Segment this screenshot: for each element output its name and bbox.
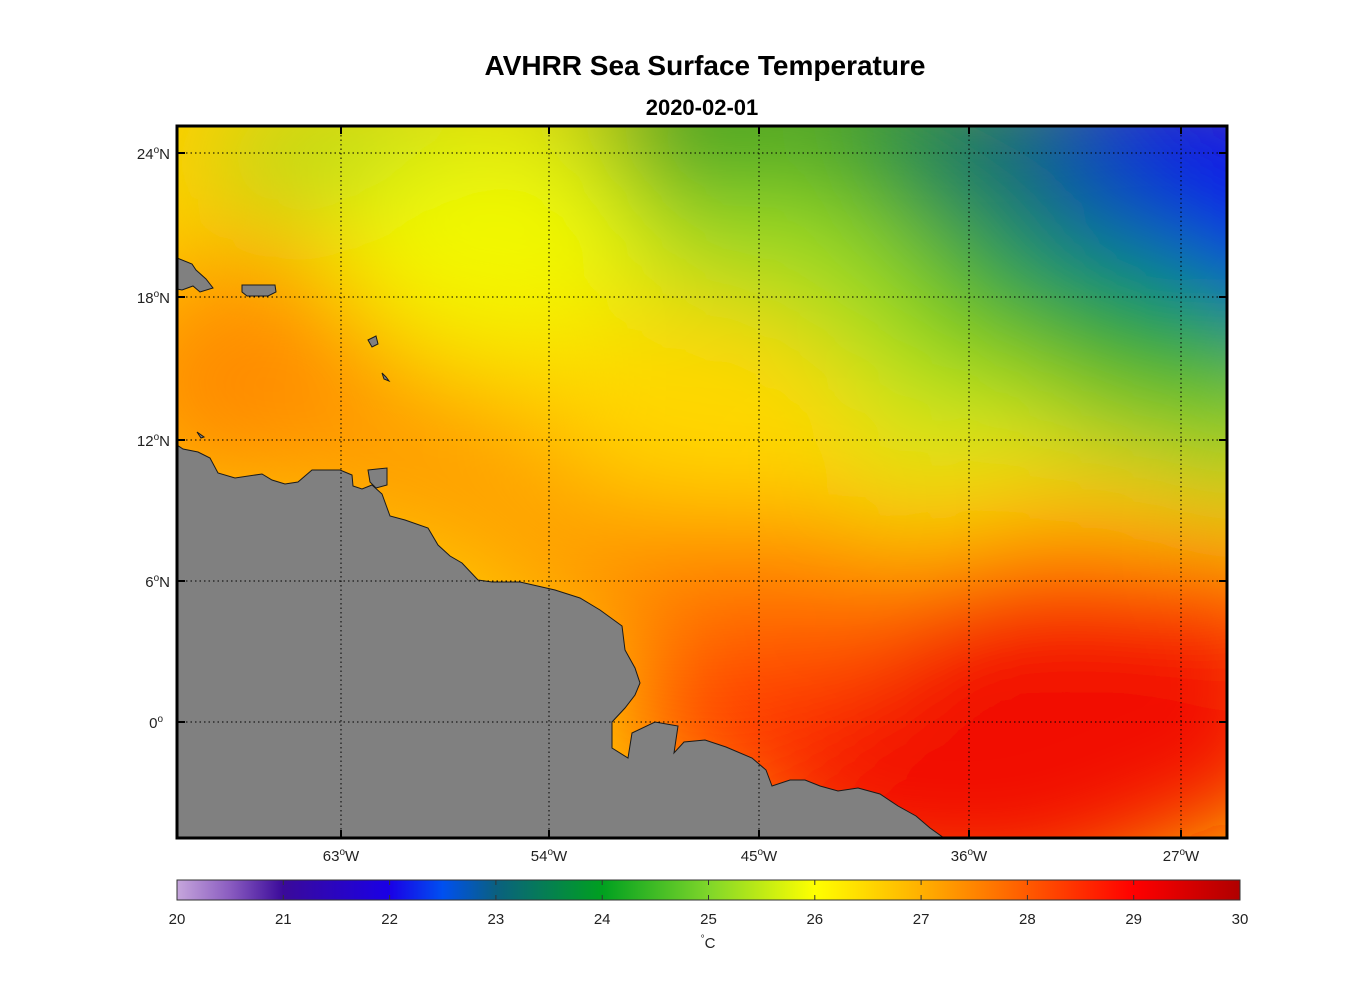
sst-field	[177, 126, 1227, 838]
caribbean-island-guadeloupe	[367, 335, 379, 348]
colorbar-tick-label: 24	[594, 911, 611, 928]
colorbar-ticks: 20 21 22 23 24 25 26 27 28 29 30	[169, 880, 1249, 928]
colorbar-tick-label: 28	[1019, 911, 1036, 928]
lon-label: 63oW	[323, 847, 360, 865]
lat-label: 6oN	[145, 573, 170, 591]
south-america-coast	[177, 444, 945, 838]
colorbar-tick-label: 27	[913, 911, 930, 928]
latitude-labels: 24oN 18oN 12oN 6oN 0o	[137, 145, 170, 732]
colorbar: 20 21 22 23 24 25 26 27 28 29 30 °C	[169, 879, 1249, 952]
lat-label: 18oN	[137, 289, 170, 307]
colorbar-tick-label: 20	[169, 911, 186, 928]
trinidad-island	[367, 467, 388, 489]
lon-label: 54oW	[531, 847, 568, 865]
colorbar-tick-label: 23	[488, 911, 505, 928]
lat-label: 24oN	[137, 145, 170, 163]
map-title: AVHRR Sea Surface Temperature	[485, 50, 926, 81]
lon-label: 36oW	[951, 847, 988, 865]
caribbean-island-martinique	[381, 372, 391, 383]
lon-label: 27oW	[1163, 847, 1200, 865]
lat-label: 12oN	[137, 432, 170, 450]
frame-ticks	[177, 126, 1227, 838]
lon-label: 45oW	[741, 847, 778, 865]
grenada-island	[196, 431, 206, 439]
colorbar-tick-label: 30	[1232, 911, 1249, 928]
map-frame	[175, 124, 1229, 840]
caribbean-island-hispaniola	[177, 257, 214, 293]
map-subtitle: 2020-02-01	[646, 95, 759, 120]
longitude-labels: 63oW 54oW 45oW 36oW 27oW	[323, 847, 1200, 865]
colorbar-unit: °C	[701, 934, 716, 952]
colorbar-tick-label: 22	[381, 911, 398, 928]
graticule	[177, 126, 1227, 838]
colorbar-tick-label: 25	[700, 911, 717, 928]
colorbar-tick-label: 29	[1125, 911, 1142, 928]
colorbar-tick-label: 21	[275, 911, 292, 928]
land-mask	[177, 257, 945, 838]
caribbean-island-puerto-rico	[241, 284, 277, 297]
colorbar-tick-label: 26	[806, 911, 823, 928]
lat-label: 0o	[149, 714, 163, 732]
